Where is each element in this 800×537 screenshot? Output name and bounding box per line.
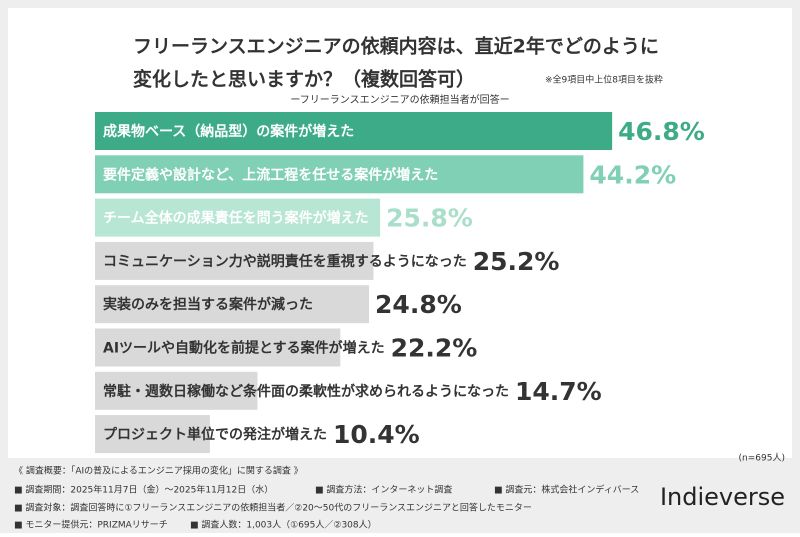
- footer-line: ■ モニター提供元：PRIZMAリサーチ: [14, 519, 168, 531]
- title-line: フリーランスエンジニアの依頼内容は、直近2年でどのように: [133, 35, 659, 58]
- bar: [95, 415, 210, 454]
- sample-note: (n=695人): [739, 453, 785, 464]
- category-label: プロジェクト単位での発注が増えた: [103, 426, 327, 443]
- bar: [95, 371, 258, 410]
- value-label: 46.8%: [618, 117, 705, 146]
- category-label: AIツールや自動化を前提とする案件が増えた: [103, 340, 385, 357]
- bar: [95, 285, 370, 324]
- footer-line: ■ 調査人数：1,003人（①695人／②308人）: [190, 519, 377, 531]
- logo: Indieverse: [660, 483, 785, 511]
- bar: [95, 155, 584, 194]
- value-label: 44.2%: [589, 160, 676, 189]
- footer-line: ■ 調査対象：調査回答時に①フリーランスエンジニアの依頼担当者／②20～50代の…: [14, 502, 532, 514]
- category-label: 実装のみを担当する案件が減った: [103, 296, 313, 313]
- value-label: 25.2%: [473, 247, 560, 276]
- value-label: 10.4%: [333, 420, 420, 449]
- category-label: チーム全体の成果責任を問う案件が増えた: [103, 210, 369, 227]
- category-label: コミュニケーション力や説明責任を重視するようになった: [103, 253, 467, 270]
- category-label: 要件定義や設計など、上流工程を任せる案件が増えた: [103, 166, 438, 183]
- note: ※全9項目中上位8項目を抜粋: [545, 74, 663, 86]
- bar: [95, 112, 613, 150]
- subtitle: ーフリーランスエンジニアの依頼担当者が回答ー: [290, 93, 509, 106]
- bar: [95, 198, 381, 237]
- value-label: 25.8%: [386, 204, 473, 233]
- bar: [95, 241, 374, 280]
- value-label: 24.8%: [375, 290, 462, 319]
- footer-line: ■ 調査期間：2025年11月7日（金）～2025年11月12日（水）: [14, 484, 273, 496]
- title-line: 変化したと思いますか？（複数回答可）: [133, 68, 475, 91]
- footer-heading: 《 調査概要：「AIの普及によるエンジニア採用の変化」に関する調査 》: [14, 465, 303, 477]
- bar: [95, 328, 341, 367]
- footer-line: ■ 調査方法：インターネット調査: [315, 484, 452, 496]
- value-label: 22.2%: [391, 334, 478, 363]
- category-label: 成果物ベース（納品型）の案件が増えた: [103, 123, 354, 140]
- value-label: 14.7%: [515, 377, 602, 406]
- footer-line: ■ 調査元：株式会社インディバース: [494, 484, 639, 496]
- category-label: 常駐・週数日稼働など条件面の柔軟性が求められるようになった: [103, 383, 509, 400]
